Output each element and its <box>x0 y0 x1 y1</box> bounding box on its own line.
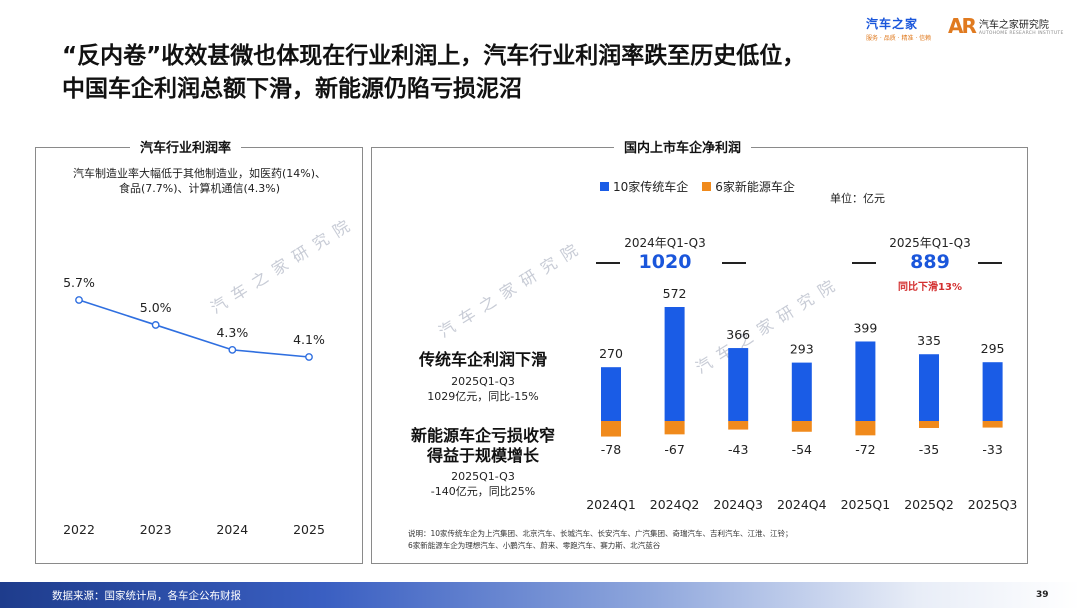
profit-margin-panel: 汽车行业利润率 <box>35 137 363 564</box>
margin-data-label: 4.3% <box>216 325 248 340</box>
bar-nev <box>982 421 1003 428</box>
research-institute-logo: AR 汽车之家研究院 AUTOHOME RESEARCH INSTITUTE <box>948 14 1064 38</box>
profit-margin-line-chart: 5.7% 2022 5.0% 2023 4.3% 2024 4.1% 2025 <box>63 275 325 537</box>
bar-traditional <box>728 348 749 421</box>
footnote: 说明：10家传统车企为上汽集团、北京汽车、长城汽车、长安汽车、广汽集团、奇瑞汽车… <box>408 528 793 552</box>
bar-traditional-label: 295 <box>981 341 1005 356</box>
bar-x-tick-label: 2025Q2 <box>904 497 954 512</box>
bar-nev-label: -33 <box>982 442 1002 457</box>
traditional-detail-line-1: 2025Q1-Q3 <box>451 375 515 388</box>
margin-point <box>305 353 313 361</box>
bar-nev <box>664 421 685 435</box>
note-line-2: 食品(7.7%)、计算机通信(4.3%) <box>118 182 281 195</box>
ar-logo-icon: AR <box>948 14 977 38</box>
summary-dash <box>852 262 876 264</box>
bar-nev-label: -54 <box>792 442 812 457</box>
profit-margin-note: 汽车制造业率大幅低于其他制造业，如医药(14%)、 食品(7.7%)、计算机通信… <box>42 166 357 196</box>
bar-traditional <box>601 367 621 421</box>
margin-x-tick-label: 2023 <box>140 522 172 537</box>
yoy-change-label: 同比下滑13% <box>898 282 962 293</box>
traditional-headline: 传统车企利润下滑 <box>418 350 547 369</box>
margin-x-tick-label: 2025 <box>293 522 325 537</box>
summary-total-2024: 1020 <box>638 251 692 273</box>
bar-nev <box>728 421 749 430</box>
research-institute-name: 汽车之家研究院 <box>978 20 1049 31</box>
bar-x-tick-label: 2024Q3 <box>713 497 763 512</box>
bar-nev <box>855 421 876 436</box>
net-profit-bar-chart: 270 -78 2024Q1 572 -67 2024Q2 366 -43 2024Q3 293 -… <box>586 286 1018 512</box>
legend-swatch-nev <box>702 182 712 191</box>
footer-bar <box>0 582 1080 608</box>
bar-nev <box>791 421 812 432</box>
legend-label-nev: 6家新能源车企 <box>715 180 795 194</box>
summary-dash <box>978 262 1002 264</box>
bar-x-tick-label: 2025Q3 <box>968 497 1018 512</box>
unit-label: 单位：亿元 <box>830 192 885 205</box>
data-source: 数据来源：国家统计局，各车企公布财报 <box>52 590 241 602</box>
page-number: 39 <box>1036 590 1049 600</box>
bar-traditional-label: 335 <box>917 333 941 348</box>
nev-headline-line-2: 得益于规模增长 <box>426 446 539 465</box>
autohome-logo-slogan: 服务 · 品质 · 精准 · 信赖 <box>866 35 932 42</box>
title-line-1: “反内卷”收效甚微也体现在行业利润上，汽车行业利润率跌至历史低位， <box>62 43 806 69</box>
bar-nev <box>919 421 939 428</box>
margin-point <box>228 345 237 354</box>
bar-traditional-label: 366 <box>726 327 750 342</box>
margin-x-tick-label: 2022 <box>63 522 95 537</box>
summary-dash <box>596 262 620 264</box>
bar-traditional <box>855 341 876 421</box>
bar-traditional-label: 399 <box>853 320 877 335</box>
bar-nev-label: -35 <box>919 442 939 457</box>
net-profit-panel: 国内上市车企净利润 <box>371 137 1028 564</box>
bar-traditional-label: 270 <box>599 346 623 361</box>
bar-legend: 10家传统车企 6家新能源车企 <box>600 178 795 195</box>
margin-x-tick-label: 2024 <box>216 522 248 537</box>
footnote-line-2: 6家新能源车企为理想汽车、小鹏汽车、蔚来、零跑汽车、赛力斯、北汽蓝谷 <box>408 541 661 550</box>
summary-period-2025: 2025年Q1-Q3 <box>889 236 971 250</box>
research-institute-sub: AUTOHOME RESEARCH INSTITUTE <box>978 31 1064 36</box>
autohome-logo: 汽车之家 服务 · 品质 · 精准 · 信赖 <box>866 15 938 42</box>
profit-margin-title: 汽车行业利润率 <box>130 137 242 156</box>
bar-x-tick-label: 2024Q2 <box>650 497 700 512</box>
bar-traditional-label: 572 <box>663 286 687 301</box>
bar-traditional <box>919 354 939 421</box>
bar-x-tick-label: 2025Q1 <box>841 497 891 512</box>
traditional-detail: 2025Q1-Q3 1029亿元，同比-15% <box>388 374 578 404</box>
nev-detail-line-2: -140亿元，同比25% <box>430 485 536 498</box>
nev-headline: 新能源车企亏损收窄 得益于规模增长 <box>388 426 578 466</box>
nev-detail: 2025Q1-Q3 -140亿元，同比25% <box>388 469 578 499</box>
nev-headline-line-1: 新能源车企亏损收窄 <box>410 426 555 445</box>
margin-data-label: 4.1% <box>293 332 325 347</box>
bar-nev-label: -43 <box>728 442 748 457</box>
bar-nev <box>601 421 621 437</box>
bar-x-tick-label: 2024Q4 <box>777 497 827 512</box>
legend-label-traditional: 10家传统车企 <box>613 180 689 194</box>
note-line-1: 汽车制造业率大幅低于其他制造业，如医药(14%)、 <box>72 167 327 180</box>
nev-detail-line-1: 2025Q1-Q3 <box>451 470 515 483</box>
margin-series-line <box>78 299 310 358</box>
bar-x-tick-label: 2024Q1 <box>586 497 636 512</box>
footnote-line-1: 说明：10家传统车企为上汽集团、北京汽车、长城汽车、长安汽车、广汽集团、奇瑞汽车… <box>408 529 793 538</box>
page-title: “反内卷”收效甚微也体现在行业利润上，汽车行业利润率跌至历史低位， 中国车企利润… <box>62 40 962 106</box>
summary-total-2025: 889 <box>910 251 950 273</box>
bar-traditional <box>791 362 812 421</box>
legend-swatch-traditional <box>600 182 609 191</box>
margin-point <box>75 296 83 304</box>
margin-point <box>151 321 160 329</box>
traditional-detail-line-2: 1029亿元，同比-15% <box>427 390 539 403</box>
bar-nev-label: -67 <box>664 442 684 457</box>
summary-dash <box>722 262 746 264</box>
autohome-logo-text: 汽车之家 <box>866 17 919 31</box>
summary-period-2024: 2024年Q1-Q3 <box>624 236 706 250</box>
bar-nev-label: -78 <box>601 442 621 457</box>
bar-nev-label: -72 <box>855 442 875 457</box>
margin-data-label: 5.7% <box>63 275 95 290</box>
bar-traditional <box>664 307 685 421</box>
bar-traditional-label: 293 <box>790 342 814 357</box>
net-profit-title: 国内上市车企净利润 <box>614 137 752 156</box>
margin-data-label: 5.0% <box>140 300 172 315</box>
title-line-2: 中国车企利润总额下滑，新能源仍陷亏损泥沼 <box>62 76 522 102</box>
bar-traditional <box>982 362 1003 421</box>
